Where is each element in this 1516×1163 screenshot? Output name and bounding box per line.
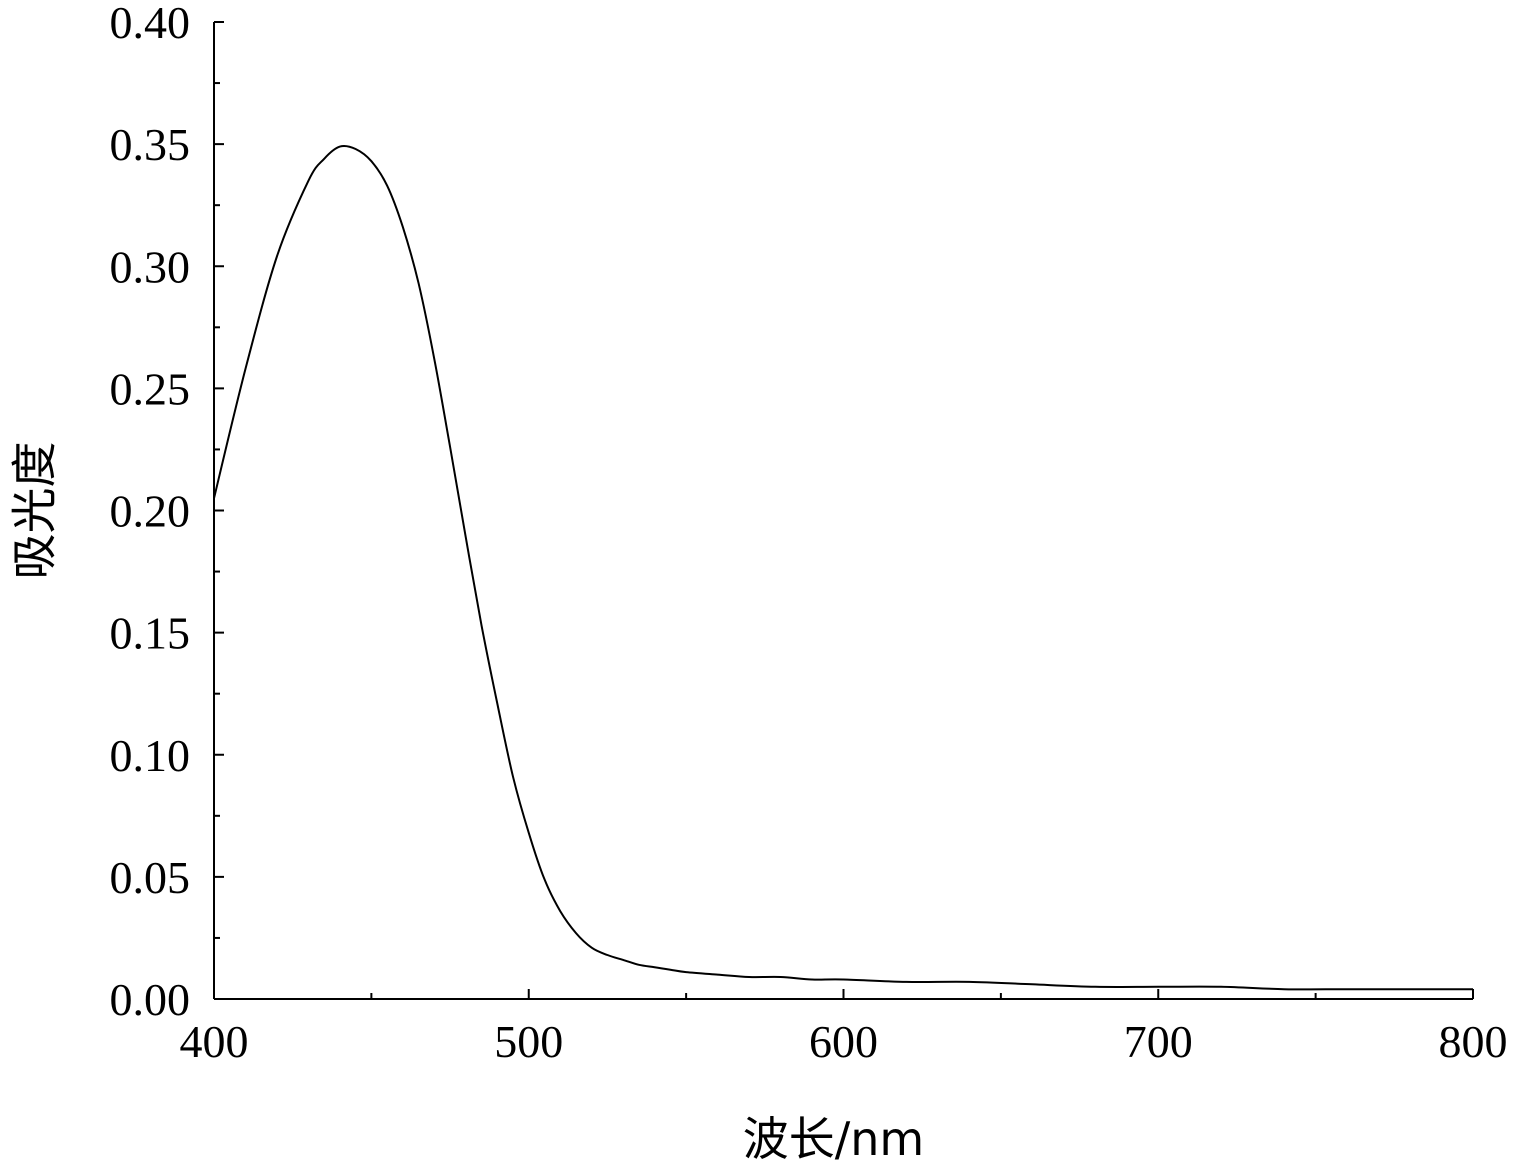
y-axis-title: 吸光度 (8, 442, 62, 580)
x-tick-label: 700 (1124, 1016, 1193, 1067)
tick-labels: 400 500 600 700 800 0.00 0.05 0.10 0.15 0.20 0.25 0… (110, 0, 1508, 1067)
axes (213, 22, 1473, 1000)
x-tick-label: 600 (809, 1016, 878, 1067)
y-tick-label: 0.25 (110, 363, 191, 414)
ticks (213, 21, 1474, 1000)
x-tick-label: 500 (494, 1016, 563, 1067)
y-tick-label: 0.15 (110, 608, 191, 659)
y-tick-label: 0.05 (110, 852, 191, 903)
x-axis-title: 波长/nm (743, 1112, 924, 1163)
y-tick-label: 0.20 (110, 486, 191, 537)
absorbance-series-line (213, 144, 1473, 991)
y-tick-label: 0.00 (110, 974, 191, 1025)
y-tick-label: 0.35 (110, 119, 191, 170)
y-tick-label: 0.40 (110, 0, 191, 48)
y-tick-label: 0.30 (110, 241, 191, 292)
y-tick-label: 0.10 (110, 730, 191, 781)
x-tick-label: 800 (1439, 1016, 1508, 1067)
x-tick-label: 400 (180, 1016, 249, 1067)
